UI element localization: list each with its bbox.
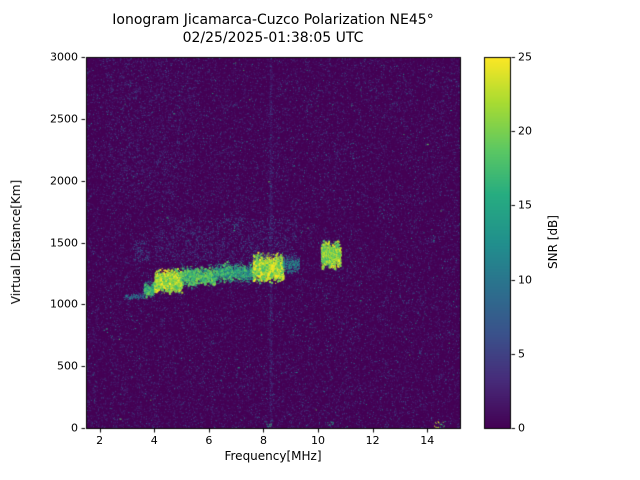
y-tick-label: 2500: [50, 112, 78, 126]
chart-title-block: Ionogram Jicamarca-Cuzco Polarization NE…: [86, 11, 460, 47]
colorbar-tick-label: 15: [518, 198, 532, 212]
chart-title: Ionogram Jicamarca-Cuzco Polarization NE…: [112, 12, 434, 28]
colorbar-tick-label: 5: [518, 347, 525, 361]
x-axis-label: Frequency[MHz]: [224, 449, 322, 463]
colorbar-tick-label: 25: [518, 50, 532, 64]
colorbar-tick-label: 0: [518, 421, 525, 435]
y-tick-label: 1000: [50, 297, 78, 311]
x-tick-label: 8: [259, 434, 267, 447]
colorbar-tick-label: 20: [518, 124, 532, 138]
colorbar-tick-label: 10: [518, 273, 532, 287]
colorbar-label: SNR [dB]: [546, 215, 560, 269]
y-tick-label: 2000: [50, 174, 78, 188]
x-tick-label: 2: [96, 434, 104, 447]
y-tick-label: 3000: [50, 50, 78, 64]
y-tick-label: 500: [57, 359, 78, 373]
y-tick-label: 0: [71, 421, 78, 435]
y-tick-label: 1500: [50, 236, 78, 249]
x-tick-label: 6: [205, 434, 213, 447]
x-tick-label: 4: [150, 434, 158, 447]
x-tick-label: 14: [420, 434, 435, 447]
x-tick-label: 10: [311, 434, 326, 447]
x-tick-label: 12: [365, 434, 380, 447]
chart-subtitle: 02/25/2025-01:38:05 UTC: [182, 30, 364, 46]
y-axis-label: Virtual Distance[Km]: [9, 179, 23, 305]
